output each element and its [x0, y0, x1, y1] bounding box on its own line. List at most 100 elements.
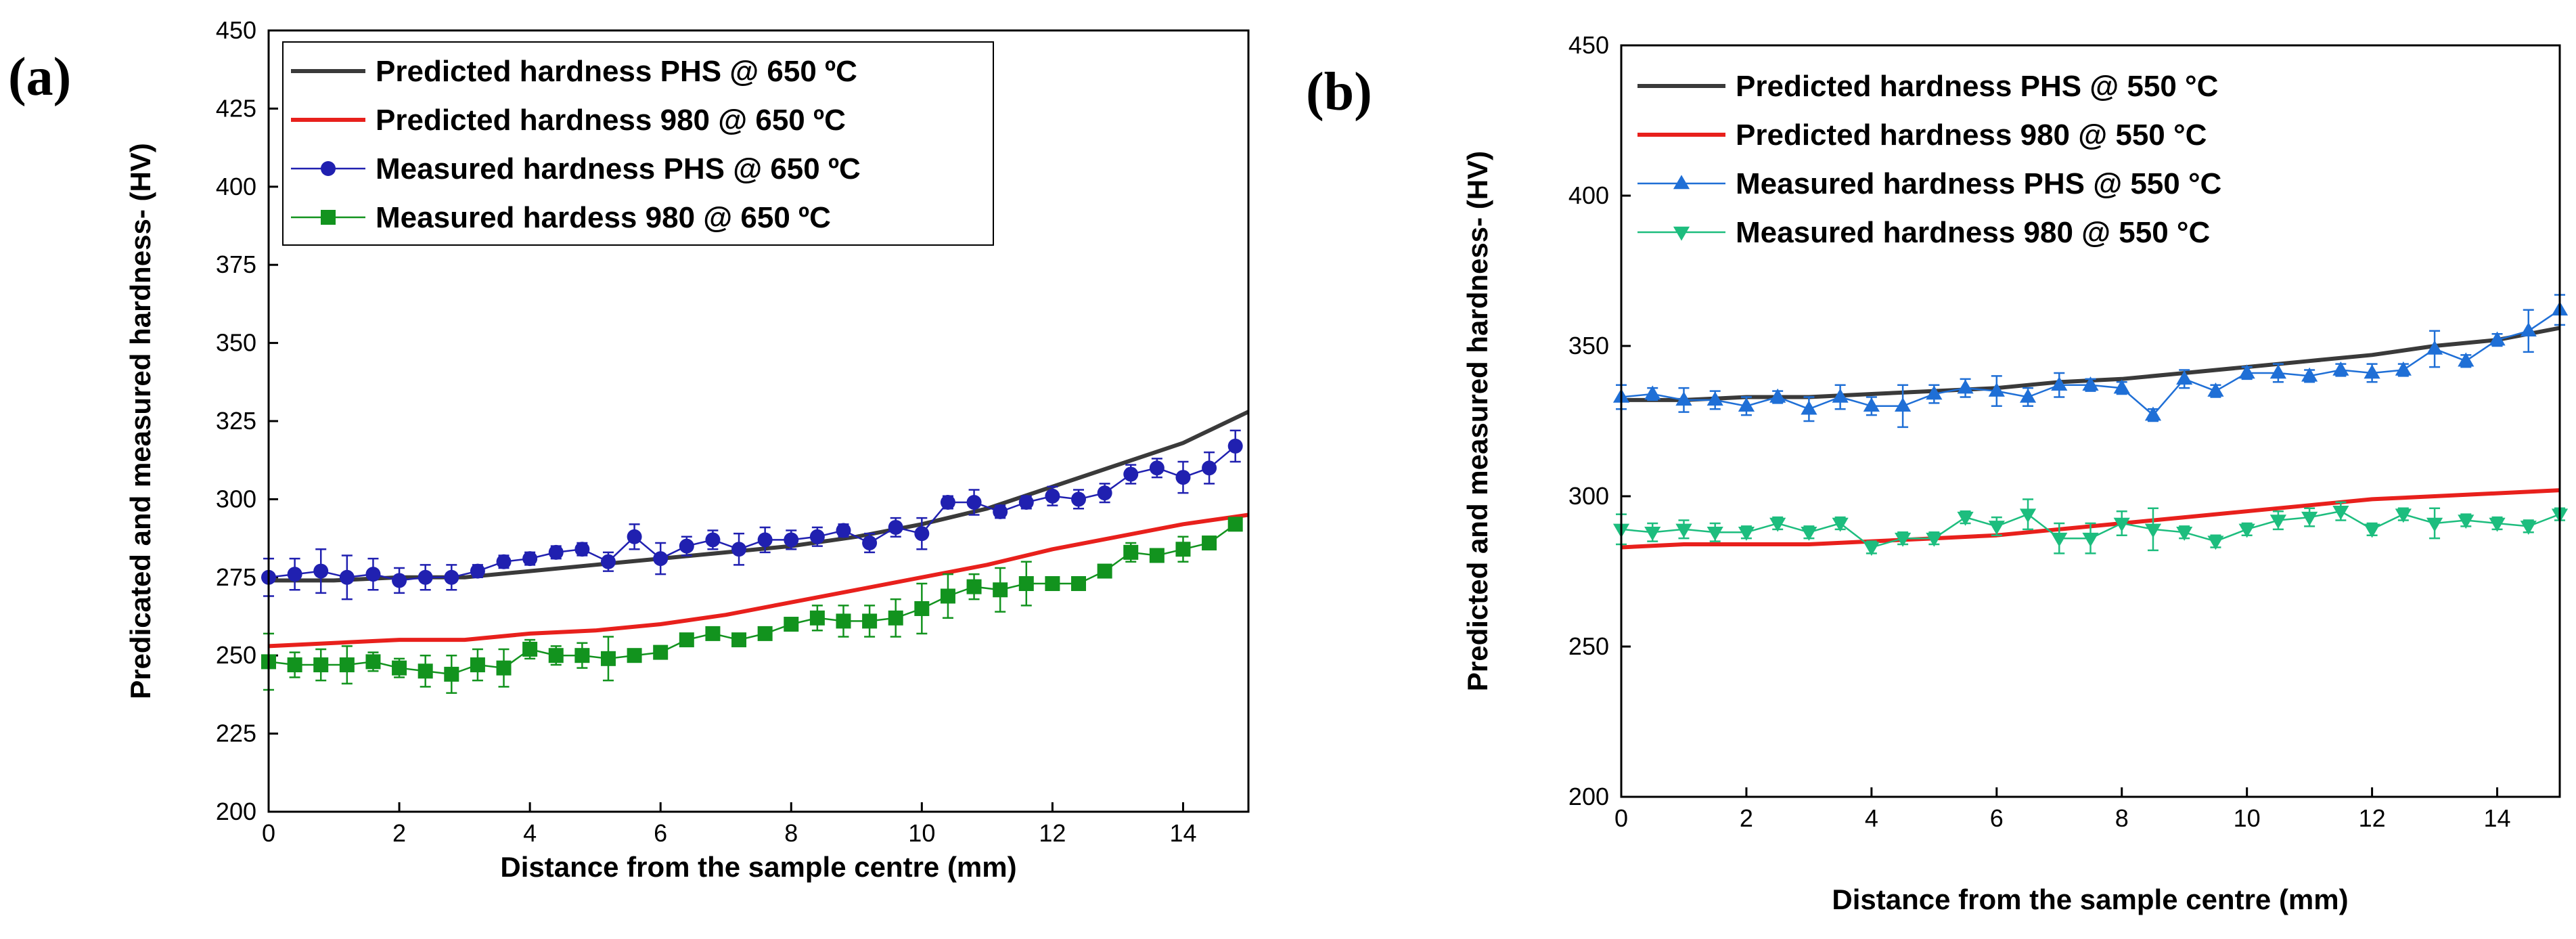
panel-a-series [261, 410, 1250, 694]
panel-a-data-point [417, 663, 433, 679]
panel-a-data-point [705, 626, 721, 641]
panel-a-data-point [574, 648, 590, 663]
panel-a-data-point [365, 654, 381, 670]
panel-b-y-tick-label: 250 [1568, 632, 1609, 660]
panel-a-data-point [313, 657, 329, 673]
panel-a-data-point [679, 632, 694, 648]
panel-a-x-tick-label: 6 [654, 819, 667, 847]
panel-a-data-point [1097, 485, 1112, 501]
panel-a-data-point [1149, 548, 1165, 563]
panel-b-data-point [1832, 517, 1849, 532]
panel-b-data-point [2238, 364, 2255, 379]
panel-a-data-point [653, 551, 669, 567]
panel-a-x-tick-label: 12 [1039, 819, 1066, 847]
panel-b-data-point [2395, 361, 2412, 376]
panel-a-data-point [548, 544, 564, 560]
chart-panel-b: (b) 0 2 4 6 8 10 12 14 200 250 300 350 400 450 Distan… [1306, 31, 2569, 915]
chart-panel-a: (a) 0 2 4 6 8 10 12 14 200 225 250 275 300 325 350 375 4… [8, 16, 1250, 883]
panel-a-data-point [287, 657, 302, 673]
panel-a-series-2-line [268, 512, 1249, 649]
panel-b-data-point [1926, 532, 1943, 547]
panel-b-data-point [2082, 532, 2099, 547]
panel-a-x-tick-label: 0 [262, 819, 275, 847]
panel-b-data-point [2332, 505, 2349, 520]
panel-a-legend-item-1: Predicted hardness PHS @ 650 ºC [376, 55, 857, 88]
panel-b-x-tick-label: 0 [1614, 804, 1628, 832]
panel-a-x-tick-label: 4 [523, 819, 537, 847]
panel-a-data-point [1018, 495, 1034, 510]
panel-a-series-2 [268, 512, 1249, 649]
panel-b-data-point [2269, 515, 2286, 529]
panel-b-data-point [1769, 517, 1786, 532]
panel-a-data-point [600, 554, 616, 569]
panel-b-data-point [1675, 523, 1692, 538]
panel-a-plot-frame [267, 29, 1250, 813]
panel-b-y-tick-label: 350 [1568, 332, 1609, 359]
panel-b-legend-item-2: Predicted hardness 980 @ 550 °C [1736, 118, 2207, 152]
panel-a-data-point [731, 632, 747, 648]
panel-b-data-point [2176, 527, 2193, 541]
panel-b-y-axis-title: Predicted and measured hardness- (HV) [1462, 151, 1493, 691]
panel-a-data-point [444, 666, 459, 682]
panel-a-data-point [784, 617, 799, 632]
panel-b-series [1612, 294, 2569, 556]
panel-a-data-point [653, 645, 669, 660]
panel-a-data-point [600, 651, 616, 666]
panel-a-data-point [836, 613, 851, 629]
panel-a-data-point [862, 613, 878, 629]
panel-a-data-point [679, 538, 694, 554]
panel-a-x-tick-label: 10 [908, 819, 935, 847]
panel-b-data-point [2019, 508, 2037, 523]
panel-a-data-point [940, 495, 955, 510]
panel-b-data-point [2489, 331, 2506, 346]
panel-b-x-axis-title: Distance from the sample centre (mm) [1832, 883, 2348, 915]
panel-a-y-axis-title: Predicated and measured hardness- (HV) [125, 143, 156, 699]
panel-b-x-tick-label: 14 [2484, 804, 2511, 832]
panel-a-y-tick-label: 200 [216, 798, 256, 825]
panel-b-y-tick-label: 200 [1568, 783, 1609, 810]
panel-b-legend-item-1: Predicted hardness PHS @ 550 °C [1736, 70, 2218, 103]
panel-a-data-point [522, 641, 538, 657]
panel-b-legend-marker-4 [1673, 226, 1690, 241]
panel-a-data-point [940, 588, 955, 604]
panel-a-data-point [1097, 563, 1112, 579]
panel-b-y-tick-label: 400 [1568, 181, 1609, 209]
panel-a-data-point [365, 567, 381, 582]
panel-a-legend-item-2: Predicted hardness 980 @ 650 ºC [376, 104, 846, 137]
panel-a-y-tick-label: 400 [216, 173, 256, 200]
panel-a-legend-marker-3 [321, 161, 336, 176]
panel-b-x-tick-label: 8 [2115, 804, 2129, 832]
panel-a-y-tick-label: 325 [216, 407, 256, 435]
panel-b-legend-box [1631, 57, 2382, 260]
panel-b-label: (b) [1306, 62, 1372, 122]
panel-a-data-point [496, 660, 512, 676]
panel-a-data-point [1071, 492, 1087, 507]
panel-b-legend-marker-3 [1673, 175, 1690, 190]
panel-b-legend-item-3: Measured hardness PHS @ 550 °C [1736, 167, 2221, 200]
panel-b-ticks: 0 2 4 6 8 10 12 14 200 250 300 350 400 450 [1568, 31, 2511, 832]
panel-b-data-point [2269, 364, 2286, 379]
panel-a-data-point [1175, 542, 1191, 557]
panel-b-legend-item-4: Measured hardness 980 @ 550 °C [1736, 216, 2210, 249]
panel-b-series-3 [1612, 294, 2569, 429]
panel-a-y-tick-label: 250 [216, 641, 256, 669]
panel-a-legend-keys [291, 69, 365, 225]
panel-b-series-4 [1612, 498, 2569, 556]
panel-a-data-point [574, 542, 590, 557]
panel-a-y-tick-label: 300 [216, 485, 256, 512]
panel-b-data-point [1675, 391, 1692, 406]
panel-b-data-point [2458, 352, 2475, 367]
panel-a-data-point [914, 526, 930, 542]
panel-a-legend-item-4: Measured hardess 980 @ 650 ºC [376, 201, 831, 234]
panel-b-legend: Predicted hardness PHS @ 550 °C Predicte… [1631, 57, 2382, 260]
panel-b-x-tick-label: 10 [2234, 804, 2261, 832]
panel-a-data-point [757, 626, 773, 641]
panel-a-data-point [1149, 460, 1165, 476]
panel-b-legend-keys [1637, 84, 1725, 241]
panel-a-data-point [287, 567, 302, 582]
panel-a-series-3 [261, 429, 1243, 600]
panel-b-data-point [2207, 382, 2224, 397]
panel-a-data-point [809, 529, 825, 544]
panel-b-data-point [2520, 521, 2537, 536]
panel-b-x-tick-label: 12 [2359, 804, 2386, 832]
